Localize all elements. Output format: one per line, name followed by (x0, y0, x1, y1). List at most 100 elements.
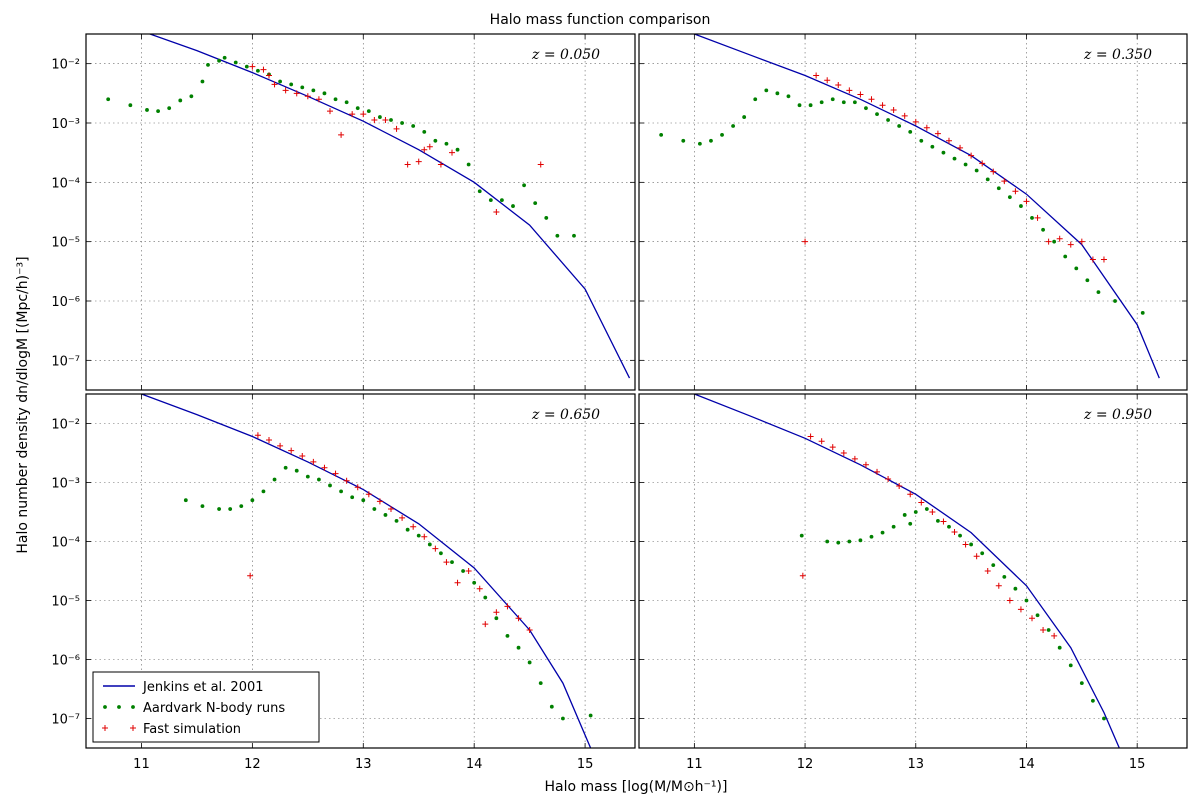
data-point-aardvark (880, 530, 885, 535)
data-point-aardvark (908, 521, 913, 526)
data-point-aardvark (366, 109, 371, 114)
data-point-aardvark (709, 138, 713, 143)
x-tick-label: 15 (577, 757, 594, 772)
data-point-aardvark (1046, 628, 1051, 632)
grid (86, 394, 635, 748)
data-point-fast-sim (343, 477, 350, 484)
data-point-aardvark (875, 112, 879, 116)
data-point-fast-sim (399, 514, 406, 521)
data-point-aardvark (1002, 575, 1007, 579)
y-tick-label: 10⁻³ (51, 477, 80, 492)
data-point-aardvark (433, 138, 438, 143)
data-point-fast-sim (432, 545, 439, 552)
grid (639, 394, 1187, 748)
data-point-aardvark (561, 716, 565, 721)
data-point-fast-sim (945, 137, 952, 144)
data-point-aardvark (200, 79, 205, 84)
data-point-fast-sim (962, 541, 969, 548)
ticks (86, 394, 635, 748)
data-point-aardvark (980, 551, 985, 556)
data-point-aardvark (183, 498, 188, 503)
data-point-fast-sim (1029, 615, 1036, 622)
data-point-fast-sim (1045, 238, 1052, 245)
data-point-aardvark (825, 539, 830, 544)
data-point-aardvark (799, 533, 804, 538)
data-point-fast-sim (995, 582, 1002, 589)
data-point-aardvark (239, 504, 244, 508)
data-point-aardvark (217, 507, 221, 511)
data-point-aardvark (996, 186, 1001, 191)
data-point-aardvark (830, 97, 835, 102)
data-point-fast-sim (824, 77, 831, 84)
panel-redshift-label: z = 0.050 (531, 47, 600, 63)
data-point-aardvark (344, 100, 349, 105)
data-point-fast-sim (951, 529, 958, 536)
data-point-aardvark (891, 524, 896, 529)
plot-area (694, 394, 1121, 748)
data-point-aardvark (389, 118, 393, 122)
data-point-aardvark (511, 204, 515, 208)
data-point-fast-sim (1056, 235, 1063, 242)
panel-redshift-label: z = 0.350 (1083, 47, 1152, 63)
data-point-fast-sim (332, 470, 339, 477)
data-point-aardvark (516, 645, 521, 650)
data-point-aardvark (1096, 290, 1101, 294)
grid (639, 34, 1187, 390)
data-point-aardvark (852, 100, 857, 105)
data-point-aardvark (439, 551, 443, 556)
data-point-fast-sim (504, 603, 511, 610)
data-point-aardvark (477, 189, 482, 194)
data-point-fast-sim (918, 499, 925, 506)
data-point-fast-sim (493, 209, 500, 215)
data-point-aardvark (256, 68, 260, 73)
ticks (639, 394, 1187, 748)
data-point-aardvark (522, 183, 526, 188)
data-point-aardvark (1041, 227, 1045, 232)
legend-entry: Aardvark N-body runs (103, 701, 285, 716)
data-point-fast-sim (923, 124, 930, 131)
x-tick-label: 14 (1018, 757, 1035, 772)
y-tick-label: 10⁻² (51, 58, 80, 73)
data-point-aardvark (145, 108, 149, 112)
data-point-aardvark (731, 124, 736, 128)
data-point-fast-sim (247, 572, 254, 579)
data-point-fast-sim (799, 572, 806, 579)
data-point-fast-sim (260, 66, 267, 73)
data-point-aardvark (902, 513, 907, 517)
legend-swatch-dot (103, 705, 107, 709)
data-point-fast-sim (968, 152, 975, 159)
data-point-aardvark (924, 507, 929, 511)
data-point-aardvark (378, 115, 382, 119)
data-point-fast-sim (934, 130, 941, 137)
data-point-aardvark (278, 79, 282, 84)
data-point-fast-sim (890, 106, 897, 113)
plot-area (659, 34, 1160, 379)
data-point-aardvark (339, 489, 343, 494)
data-point-fast-sim (940, 518, 947, 525)
data-point-aardvark (350, 495, 355, 500)
data-point-fast-sim (829, 444, 836, 451)
data-point-fast-sim (1089, 256, 1096, 263)
data-point-aardvark (361, 498, 366, 503)
data-point-fast-sim (376, 498, 383, 505)
data-point-aardvark (317, 477, 321, 482)
data-point-fast-sim (404, 161, 411, 168)
data-point-fast-sim (371, 117, 378, 124)
data-point-fast-sim (349, 111, 356, 118)
data-point-aardvark (311, 88, 316, 93)
plot-area (106, 34, 631, 379)
x-tick-label: 12 (797, 757, 814, 772)
data-point-aardvark (775, 91, 780, 96)
x-axis-label: Halo mass [log(M/M⊙h⁻¹)] (545, 779, 728, 795)
data-point-aardvark (455, 147, 460, 152)
data-point-aardvark (466, 162, 471, 167)
y-tick-label: 10⁻⁷ (51, 354, 80, 369)
data-point-aardvark (919, 138, 924, 143)
data-point-aardvark (272, 477, 277, 482)
data-point-aardvark (985, 177, 990, 182)
data-point-fast-sim (526, 627, 533, 633)
data-point-fast-sim (277, 442, 284, 449)
data-point-aardvark (294, 468, 299, 473)
data-point-aardvark (300, 85, 305, 90)
